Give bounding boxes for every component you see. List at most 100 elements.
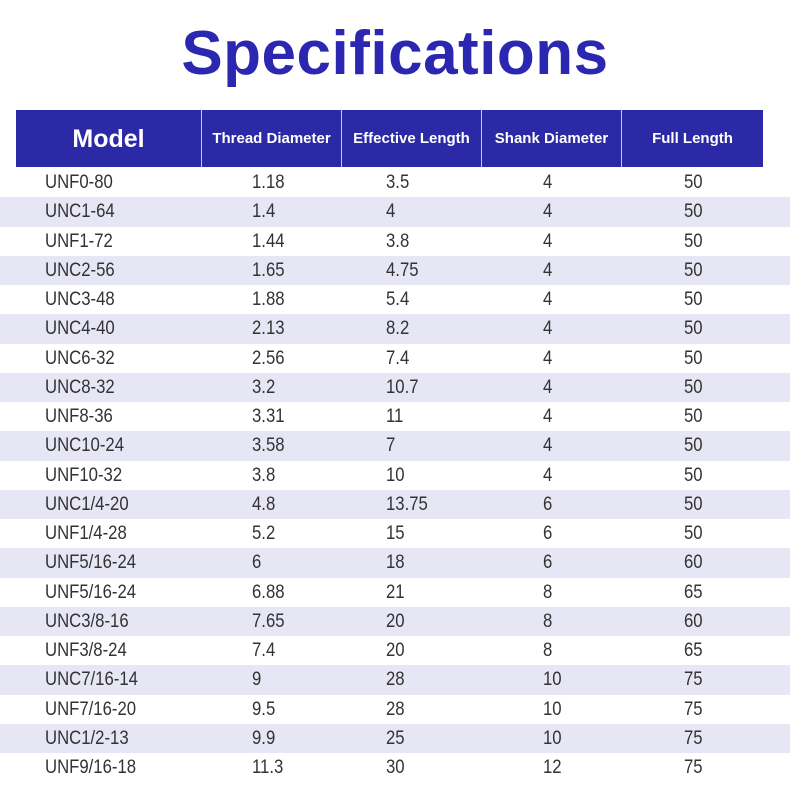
cell-effective-length: 4 — [386, 201, 396, 223]
cell-model: UNF1/4-28 — [45, 523, 127, 544]
table-row: UNC1/2-13 9.9 25 10 75 — [0, 723, 790, 753]
cell-effective-length: 8.2 — [386, 318, 410, 340]
table-row: UNF10-32 3.8 10 4 50 — [0, 461, 790, 490]
table-row: UNF1/4-28 5.2 15 6 50 — [0, 519, 790, 548]
cell-effective-length: 20 — [386, 610, 405, 632]
table-row: UNC2-56 1.65 4.75 4 50 — [0, 255, 790, 285]
table-row: UNF0-80 1.18 3.5 4 50 — [0, 168, 790, 197]
cell-full-length: 50 — [684, 406, 703, 427]
cell-full-length: 65 — [684, 640, 703, 661]
cell-full-length: 50 — [684, 523, 703, 544]
cell-full-length: 75 — [684, 727, 703, 749]
cell-full-length: 50 — [684, 289, 703, 310]
cell-effective-length: 13.75 — [386, 493, 428, 515]
cell-effective-length: 3.5 — [386, 172, 410, 193]
cell-shank-diameter: 4 — [543, 318, 553, 340]
cell-thread-diameter: 3.8 — [252, 464, 276, 486]
cell-thread-diameter: 6 — [252, 552, 262, 574]
cell-shank-diameter: 4 — [543, 289, 553, 310]
cell-effective-length: 7 — [386, 435, 396, 457]
cell-model: UNC3-48 — [45, 289, 115, 310]
cell-model: UNF5/16-24 — [45, 581, 137, 603]
cell-shank-diameter: 10 — [543, 698, 562, 720]
cell-model: UNF8-36 — [45, 406, 113, 427]
cell-effective-length: 7.4 — [386, 347, 410, 369]
table-row: UNC8-32 3.2 10.7 4 50 — [0, 372, 790, 402]
cell-thread-diameter: 7.4 — [252, 640, 276, 661]
table-row: UNC3/8-16 7.65 20 8 60 — [0, 606, 790, 636]
cell-model: UNC1-64 — [45, 201, 115, 223]
header-model: Model — [16, 110, 202, 167]
table-header: Model Thread Diameter Effective Length S… — [16, 110, 763, 167]
cell-model: UNF7/16-20 — [45, 698, 137, 720]
cell-shank-diameter: 10 — [543, 669, 562, 691]
cell-shank-diameter: 4 — [543, 406, 553, 427]
cell-shank-diameter: 12 — [543, 757, 562, 778]
cell-effective-length: 28 — [386, 669, 405, 691]
cell-shank-diameter: 8 — [543, 610, 553, 632]
cell-full-length: 50 — [684, 172, 703, 193]
cell-thread-diameter: 5.2 — [252, 523, 276, 544]
table-row: UNC1-64 1.4 4 4 50 — [0, 197, 790, 227]
cell-thread-diameter: 4.8 — [252, 493, 276, 515]
table-row: UNC1/4-20 4.8 13.75 6 50 — [0, 489, 790, 519]
cell-thread-diameter: 1.4 — [252, 201, 276, 223]
cell-full-length: 50 — [684, 435, 703, 457]
table-row: UNF3/8-24 7.4 20 8 65 — [0, 636, 790, 665]
cell-thread-diameter: 1.18 — [252, 172, 285, 193]
table-row: UNC3-48 1.88 5.4 4 50 — [0, 285, 790, 314]
header-thread-diameter: Thread Diameter — [202, 110, 342, 167]
cell-thread-diameter: 9.5 — [252, 698, 276, 720]
cell-shank-diameter: 6 — [543, 523, 553, 544]
cell-full-length: 75 — [684, 669, 703, 691]
cell-effective-length: 20 — [386, 640, 405, 661]
cell-effective-length: 10.7 — [386, 376, 419, 398]
cell-full-length: 60 — [684, 610, 703, 632]
cell-effective-length: 21 — [386, 581, 405, 603]
cell-effective-length: 25 — [386, 727, 405, 749]
cell-full-length: 50 — [684, 201, 703, 223]
cell-shank-diameter: 8 — [543, 640, 553, 661]
header-shank-diameter: Shank Diameter — [482, 110, 622, 167]
cell-full-length: 50 — [684, 464, 703, 486]
cell-effective-length: 18 — [386, 552, 405, 574]
cell-model: UNC2-56 — [45, 259, 115, 281]
cell-model: UNF10-32 — [45, 464, 123, 486]
cell-shank-diameter: 8 — [543, 581, 553, 603]
cell-shank-diameter: 4 — [543, 230, 553, 252]
cell-full-length: 75 — [684, 757, 703, 778]
table-row: UNF1-72 1.44 3.8 4 50 — [0, 227, 790, 256]
cell-shank-diameter: 4 — [543, 464, 553, 486]
cell-full-length: 65 — [684, 581, 703, 603]
cell-thread-diameter: 3.31 — [252, 406, 285, 427]
cell-thread-diameter: 3.2 — [252, 376, 276, 398]
cell-thread-diameter: 2.56 — [252, 347, 285, 369]
cell-shank-diameter: 4 — [543, 172, 553, 193]
header-effective-length: Effective Length — [342, 110, 482, 167]
header-full-length: Full Length — [652, 129, 733, 147]
cell-full-length: 50 — [684, 259, 703, 281]
cell-shank-diameter: 10 — [543, 727, 562, 749]
cell-model: UNC1/4-20 — [45, 493, 129, 515]
cell-model: UNC3/8-16 — [45, 610, 129, 632]
cell-model: UNF5/16-24 — [45, 552, 137, 574]
cell-shank-diameter: 4 — [543, 201, 553, 223]
cell-thread-diameter: 11.3 — [252, 757, 284, 778]
cell-shank-diameter: 4 — [543, 376, 553, 398]
cell-full-length: 50 — [684, 376, 703, 398]
cell-model: UNF3/8-24 — [45, 640, 127, 661]
cell-thread-diameter: 7.65 — [252, 610, 285, 632]
table-row: UNC10-24 3.58 7 4 50 — [0, 431, 790, 461]
cell-effective-length: 30 — [386, 757, 405, 778]
cell-full-length: 50 — [684, 230, 703, 252]
cell-effective-length: 10 — [386, 464, 405, 486]
cell-full-length: 50 — [684, 493, 703, 515]
cell-thread-diameter: 3.58 — [252, 435, 285, 457]
table-row: UNF8-36 3.31 11 4 50 — [0, 402, 790, 431]
table-row: UNC7/16-14 9 28 10 75 — [0, 665, 790, 695]
cell-shank-diameter: 4 — [543, 347, 553, 369]
cell-full-length: 60 — [684, 552, 703, 574]
cell-model: UNF0-80 — [45, 172, 113, 193]
cell-model: UNC7/16-14 — [45, 669, 138, 691]
cell-full-length: 50 — [684, 347, 703, 369]
